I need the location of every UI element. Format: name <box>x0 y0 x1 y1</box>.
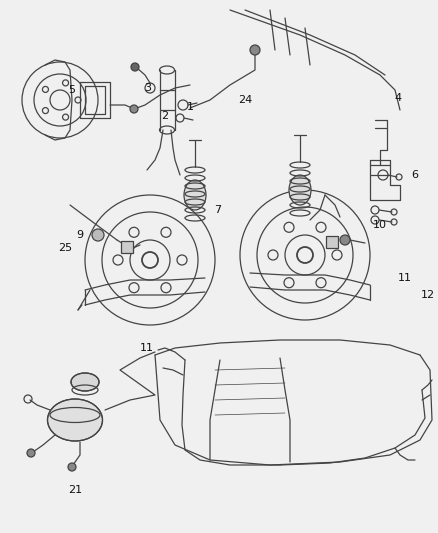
Ellipse shape <box>71 373 99 391</box>
Ellipse shape <box>47 399 102 441</box>
Text: 7: 7 <box>215 205 222 215</box>
Text: 5: 5 <box>68 85 75 95</box>
Text: 12: 12 <box>421 290 435 300</box>
Circle shape <box>340 235 350 245</box>
Text: 10: 10 <box>373 220 387 230</box>
Text: 11: 11 <box>398 273 412 283</box>
Text: 11: 11 <box>140 343 154 353</box>
Text: 2: 2 <box>162 111 169 121</box>
Text: 1: 1 <box>187 102 194 112</box>
Circle shape <box>250 45 260 55</box>
Text: 21: 21 <box>68 485 82 495</box>
Ellipse shape <box>289 175 311 205</box>
Bar <box>121 241 133 253</box>
Circle shape <box>92 229 104 241</box>
Text: 6: 6 <box>411 170 418 180</box>
Bar <box>326 236 338 248</box>
Text: 25: 25 <box>58 243 72 253</box>
Circle shape <box>131 63 139 71</box>
Text: 9: 9 <box>77 230 84 240</box>
Circle shape <box>27 449 35 457</box>
Text: 24: 24 <box>238 95 252 105</box>
Circle shape <box>130 105 138 113</box>
Text: 4: 4 <box>395 93 402 103</box>
Circle shape <box>68 463 76 471</box>
Text: 3: 3 <box>145 83 152 93</box>
Ellipse shape <box>184 180 206 210</box>
